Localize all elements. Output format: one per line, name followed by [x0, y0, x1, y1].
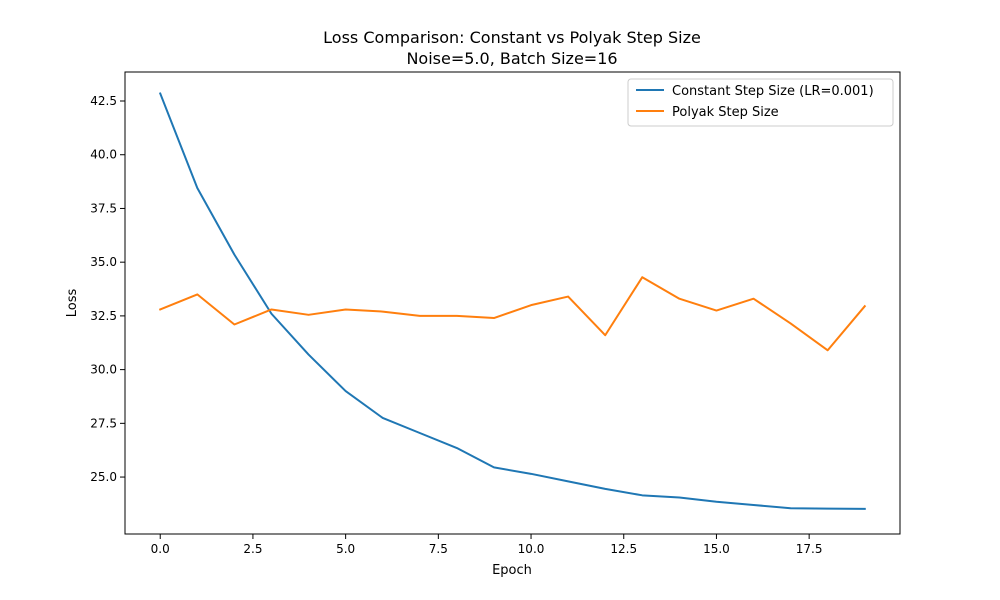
series-line-constant-step-size [158, 92, 866, 510]
x-tick-label: 2.5 [243, 542, 262, 556]
y-tick-label: 40.0 [90, 148, 117, 162]
x-axis: 0.0 2.5 5.0 7.5 10.0 12.5 15.0 17.5 [151, 534, 823, 556]
y-tick-label: 30.0 [90, 363, 117, 377]
plot-frame [124, 71, 901, 535]
y-tick-label: 37.5 [90, 201, 117, 215]
x-tick-label: 0.0 [151, 542, 170, 556]
y-axis: 25.0 27.5 30.0 32.5 35.0 37.5 40.0 42.5 [90, 94, 125, 484]
y-tick-label: 42.5 [90, 94, 117, 108]
x-axis-label: Epoch [492, 563, 532, 578]
chart-subtitle: Noise=5.0, Batch Size=16 [406, 49, 617, 68]
x-tick-label: 10.0 [518, 542, 545, 556]
y-tick-label: 25.0 [90, 470, 117, 484]
x-tick-label: 15.0 [703, 542, 730, 556]
y-tick-label: 32.5 [90, 309, 117, 323]
series-layer [158, 92, 867, 510]
x-tick-label: 12.5 [610, 542, 637, 556]
x-tick-label: 5.0 [336, 542, 355, 556]
legend-label-constant: Constant Step Size (LR=0.001) [672, 84, 874, 99]
legend: Constant Step Size (LR=0.001) Polyak Ste… [627, 78, 894, 127]
x-tick-label: 7.5 [429, 542, 448, 556]
y-tick-label: 27.5 [90, 416, 117, 430]
series-line-polyak-step-size [158, 276, 867, 352]
y-axis-label: Loss [65, 289, 80, 318]
y-tick-label: 35.0 [90, 255, 117, 269]
x-tick-label: 17.5 [796, 542, 823, 556]
legend-box [627, 78, 894, 127]
chart-title: Loss Comparison: Constant vs Polyak Step… [323, 28, 701, 47]
legend-label-polyak: Polyak Step Size [672, 105, 779, 120]
